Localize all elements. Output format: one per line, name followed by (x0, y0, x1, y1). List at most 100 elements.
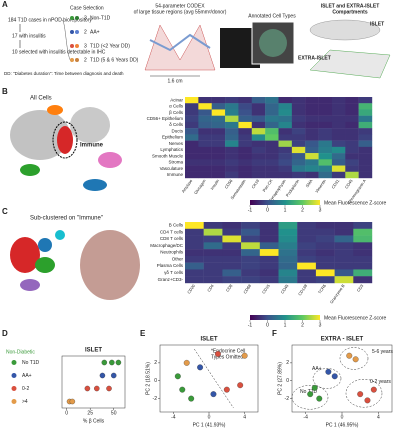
x-tick-label: 4 (377, 414, 380, 420)
compartments-title: Compartments (332, 9, 368, 15)
heatmap-cell (318, 97, 333, 104)
colorbar-tick-label: 2 (301, 322, 304, 328)
heatmap-cell (278, 262, 298, 270)
heatmap-cell (345, 140, 359, 148)
point (325, 368, 332, 375)
colorbar-tick-label: 0 (266, 207, 269, 213)
heatmap-cell (345, 165, 359, 172)
heatmap-cell (241, 228, 260, 236)
series-label: AA+ (22, 373, 32, 379)
column-label: Podoplanin (285, 178, 301, 197)
heatmap-cell (265, 109, 279, 116)
heatmap-cell (334, 235, 354, 243)
heatmap-cell (358, 115, 373, 123)
point (94, 385, 100, 392)
heatmap-cell (241, 269, 260, 277)
group-count: 3 (84, 43, 87, 49)
heatmap-cell (305, 109, 319, 116)
heatmap-cell (251, 159, 266, 166)
heatmap-cell (345, 128, 359, 135)
heatmap-cell (203, 249, 223, 257)
heatmap-cell (278, 269, 298, 277)
cluster (10, 237, 40, 273)
cluster (83, 179, 107, 191)
cluster (35, 257, 55, 273)
column-label: CD31 (330, 178, 340, 190)
point (210, 391, 217, 398)
heatmap-cell (238, 103, 252, 110)
heatmap-cell (185, 222, 204, 229)
heatmap-cell (278, 171, 293, 179)
column-label: CD8 (225, 283, 234, 293)
panel-label: B (2, 87, 8, 96)
column-label: CD4 (206, 283, 215, 293)
column-label: CD138 (297, 283, 309, 297)
heatmap-cell (345, 109, 359, 116)
heatmap-cell (198, 134, 212, 141)
umaps: B All Cells Immune C Sub-clustered on "I… (2, 87, 277, 338)
legend-icon (11, 373, 17, 378)
cluster (10, 110, 70, 160)
heatmap-cell (334, 249, 354, 257)
heatmap-cell (297, 255, 317, 263)
heatmap-cell (297, 242, 317, 250)
heatmap-cell (225, 128, 239, 135)
heatmap-cell (318, 109, 333, 116)
x-tick-label: -4 (303, 414, 308, 420)
heatmap-cell (318, 165, 333, 172)
codex-text: of large tissue regions (avg 55mm²/donor… (134, 9, 227, 15)
colorbar-tick-label: 1 (284, 322, 287, 328)
annotation: Types Omitted (211, 354, 243, 360)
heatmap-cell (278, 146, 293, 154)
row-label: Other (172, 256, 184, 261)
chart-title: EXTRA - ISLET (321, 337, 364, 343)
heatmap-cell (318, 140, 333, 148)
column-label: Pan-CK (261, 178, 273, 193)
heatmap-cell (225, 159, 239, 166)
panel-a: A Case Selection 184 T1D cases in nPOD b… (2, 0, 391, 84)
heatmap-cell (185, 146, 199, 154)
x-tick-label: 0 (208, 414, 211, 420)
heatmap-cell (305, 140, 319, 148)
heatmap-cell (297, 276, 317, 284)
heatmap-cell (259, 269, 279, 277)
heatmap-cell (198, 140, 212, 148)
row-label: γδ T cells (164, 270, 184, 275)
icon (75, 30, 79, 34)
heatmap-cell (259, 222, 279, 229)
group-label: AA+ (90, 29, 100, 35)
heatmap-cell (358, 128, 373, 135)
heatmap-cell (185, 235, 204, 243)
heatmap-cell (353, 269, 373, 277)
heatmap-cell (265, 97, 279, 104)
heatmap-cell (265, 159, 279, 166)
heatmap-cell (297, 235, 317, 243)
heatmap-cell (203, 242, 223, 250)
heatmap-cell (251, 165, 266, 172)
heatmap-cell (198, 171, 212, 179)
heatmap-cell (315, 276, 335, 284)
heatmap-cell (185, 97, 199, 104)
heatmap-cell (291, 171, 306, 179)
heatmap-cell (251, 140, 266, 148)
icon (70, 16, 74, 20)
group-header: Non-Diabetic (6, 349, 35, 355)
heatmap-cell (211, 97, 226, 104)
y-axis-label: PC 2 (27.89%) (277, 362, 283, 395)
heatmap-cell (305, 103, 319, 110)
heatmap-cell (345, 134, 359, 141)
heatmap-cell (222, 242, 242, 250)
heatmap-cell (358, 146, 373, 154)
heatmap-cell (185, 249, 204, 257)
heatmap-cell (291, 97, 306, 104)
x-tick-label: -4 (171, 414, 176, 420)
heatmap-cell (238, 165, 252, 172)
point (241, 352, 248, 359)
heatmap-cell (185, 103, 199, 110)
heatmap-cell (265, 165, 279, 172)
point (188, 395, 195, 402)
chart-title: ISLET (85, 348, 102, 354)
series-label: No T1D (22, 360, 40, 366)
heatmap-cell (222, 269, 242, 277)
series-label: >4 (22, 399, 28, 405)
